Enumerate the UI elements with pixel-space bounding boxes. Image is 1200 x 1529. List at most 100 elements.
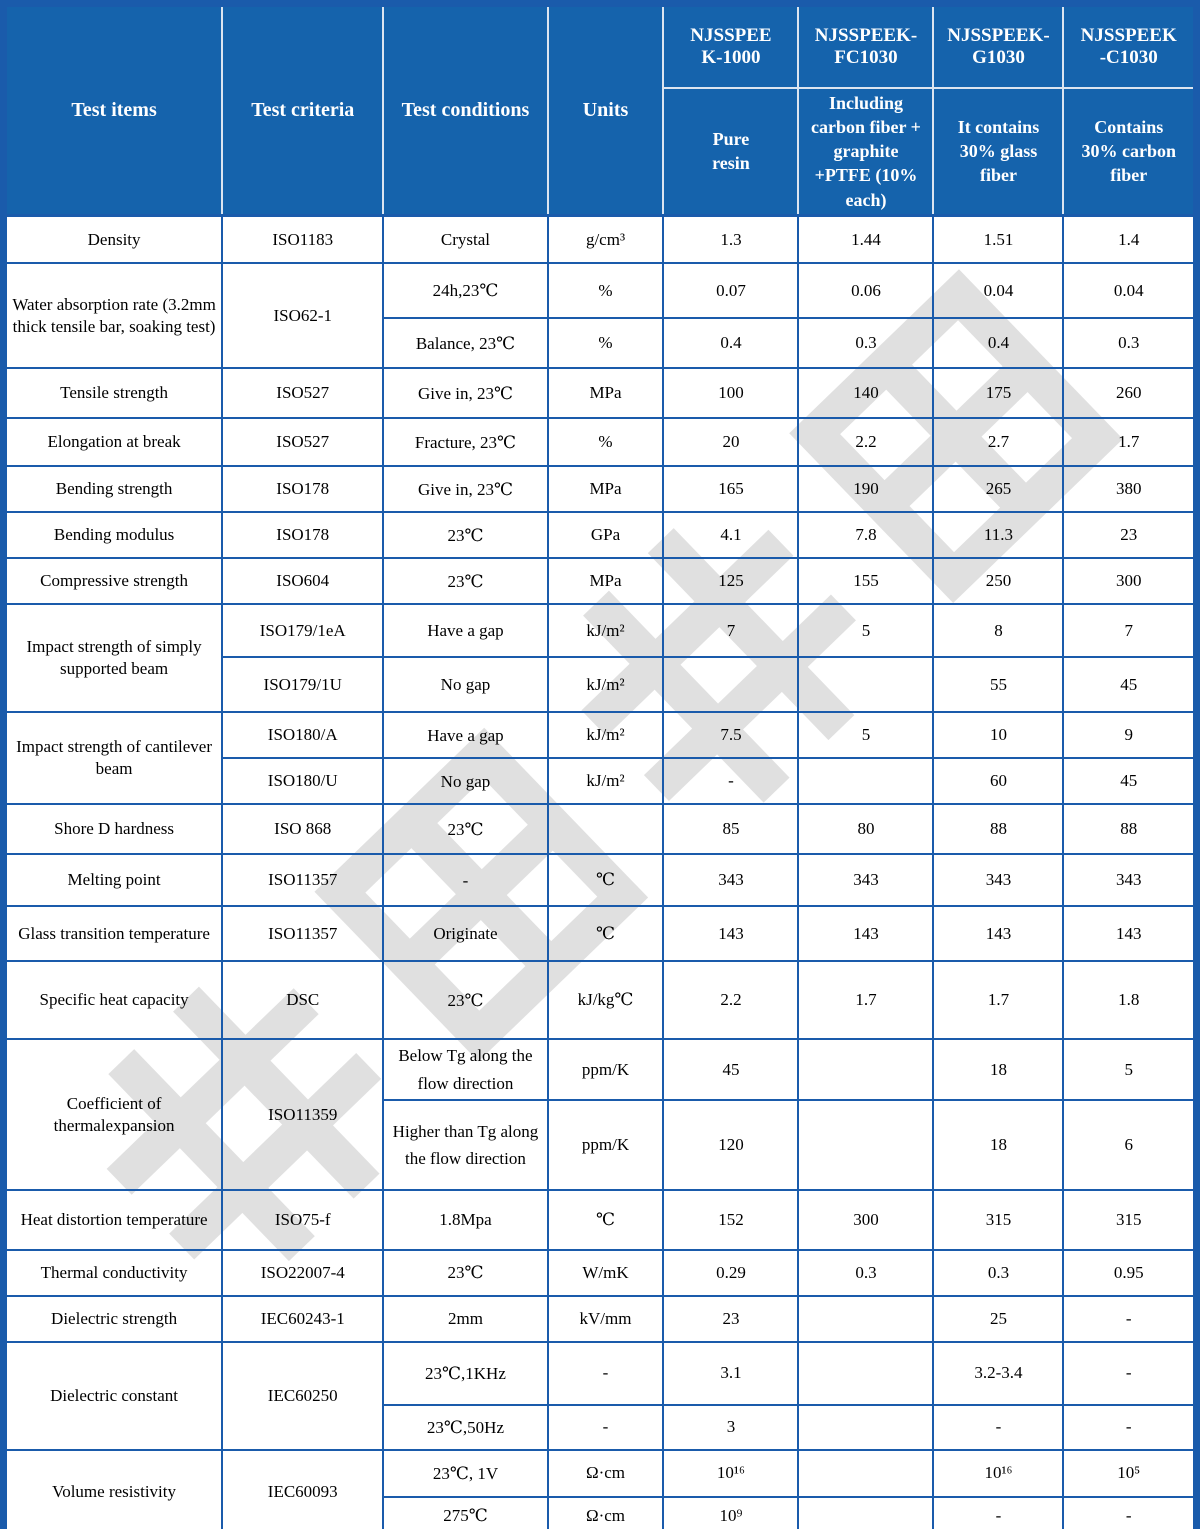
cell-value-0: 45 — [662, 1038, 800, 1101]
cell-unit: g/cm³ — [546, 213, 665, 265]
cell-value-3: 343 — [1062, 853, 1198, 908]
cell-value-1: 300 — [797, 1188, 935, 1251]
cell-test-criteria: ISO75-f — [221, 1188, 385, 1251]
cell-value-2: 143 — [932, 905, 1065, 963]
cell-value-2: 343 — [932, 853, 1065, 908]
cell-test-condition: 23℃ — [382, 960, 549, 1041]
cell-test-item: Impact strength of cantilever beam — [2, 711, 224, 806]
cell-value-0: 85 — [662, 803, 800, 856]
cell-value-0 — [662, 656, 800, 714]
cell-unit: - — [546, 1340, 665, 1406]
cell-value-0: - — [662, 757, 800, 806]
cell-test-criteria: ISO22007-4 — [221, 1248, 385, 1297]
cell-value-2: 18 — [932, 1038, 1065, 1101]
table-row: Balance, 23℃% 0.4 0.3 0.4 0.3 — [4, 317, 1198, 370]
cell-value-3: 45 — [1062, 656, 1198, 714]
cell-value-3: 315 — [1062, 1188, 1198, 1251]
cell-test-item: Melting point — [2, 853, 224, 908]
table-row: Dielectric constant IEC60250 23℃,1KHz -3.1 3… — [2, 1340, 1198, 1451]
cell-value-1: 0.3 — [797, 317, 935, 370]
cell-value-3: - — [1062, 1495, 1198, 1529]
cell-value-2: 265 — [932, 465, 1065, 514]
cell-value-1: 80 — [797, 803, 935, 856]
cell-test-condition: Crystal — [382, 213, 549, 265]
cell-value-0: 100 — [662, 367, 800, 420]
cell-value-1 — [797, 1495, 935, 1529]
cell-unit: % — [546, 317, 665, 370]
cell-value-3: - — [1062, 1294, 1198, 1343]
cell-value-3: - — [1062, 1403, 1198, 1451]
cell-value-0: 23 — [662, 1294, 800, 1343]
table-row: Tensile strength ISO527 Give in, 23℃ MPa 100… — [2, 367, 1198, 420]
header-row-descriptions: Pure resin Including carbon fiber + grap… — [4, 86, 1198, 217]
cell-test-condition: - — [382, 853, 549, 908]
cell-value-0: 0.07 — [662, 262, 800, 320]
cell-test-criteria: IEC60250 — [221, 1340, 385, 1451]
cell-value-0: 152 — [662, 1188, 800, 1251]
cell-test-condition: 275℃ — [382, 1495, 549, 1529]
cell-test-item: Volume resistivity — [2, 1448, 224, 1529]
cell-value-0: 7.5 — [662, 711, 800, 760]
cell-test-item: Bending modulus — [2, 511, 224, 560]
cell-value-3: 1.7 — [1062, 417, 1198, 468]
cell-value-0: 3.1 — [662, 1340, 800, 1406]
cell-value-1: 155 — [797, 557, 935, 606]
header-material-fc1030-desc: Including carbon fiber + graphite +PTFE … — [797, 86, 935, 217]
header-material-k1000: NJSSPEE K-1000 — [662, 2, 800, 89]
cell-value-1: 0.3 — [797, 1248, 935, 1297]
cell-test-criteria: ISO178 — [221, 511, 385, 560]
cell-value-2: 60 — [932, 757, 1065, 806]
cell-test-condition: Have a gap — [382, 711, 549, 760]
table-row: Higher than Tg along the flow direction p… — [4, 1098, 1198, 1191]
cell-value-1: 2.2 — [797, 417, 935, 468]
cell-test-condition: 23℃, 1V — [382, 1448, 549, 1498]
header-test-criteria: Test criteria — [221, 2, 385, 217]
cell-test-criteria: ISO178 — [221, 465, 385, 514]
cell-unit: ℃ — [546, 1188, 665, 1251]
cell-test-criteria: ISO180/U — [221, 757, 385, 806]
cell-test-item: Dielectric constant — [2, 1340, 224, 1451]
cell-value-0: 125 — [662, 557, 800, 606]
cell-test-condition: 23℃ — [382, 1248, 549, 1297]
cell-value-1: 190 — [797, 465, 935, 514]
cell-test-criteria: ISO180/A — [221, 711, 385, 760]
cell-test-criteria: IEC60243-1 — [221, 1294, 385, 1343]
cell-value-0: 343 — [662, 853, 800, 908]
table-row: Glass transition temperature ISO11357 Orig… — [2, 905, 1198, 963]
cell-test-condition: Give in, 23℃ — [382, 465, 549, 514]
cell-value-3: 0.95 — [1062, 1248, 1198, 1297]
cell-test-item: Heat distortion temperature — [2, 1188, 224, 1251]
header-test-items: Test items — [2, 2, 224, 217]
cell-value-1 — [797, 757, 935, 806]
cell-value-3: 7 — [1062, 603, 1198, 659]
table-row: Density ISO1183 Crystal g/cm³ 1.3 1.44 1.51 1.4 — [2, 213, 1198, 265]
header-test-conditions: Test conditions — [382, 2, 549, 217]
cell-value-0: 3 — [662, 1403, 800, 1451]
cell-test-criteria: ISO11359 — [221, 1038, 385, 1191]
cell-value-0: 165 — [662, 465, 800, 514]
cell-value-3: 6 — [1062, 1098, 1198, 1191]
cell-unit: ℃ — [546, 905, 665, 963]
cell-unit: % — [546, 262, 665, 320]
cell-test-condition: 23℃,1KHz — [382, 1340, 549, 1406]
cell-value-2: 2.7 — [932, 417, 1065, 468]
cell-unit: kJ/m² — [546, 711, 665, 760]
cell-value-0: 120 — [662, 1098, 800, 1191]
cell-unit: kV/mm — [546, 1294, 665, 1343]
cell-value-1: 143 — [797, 905, 935, 963]
cell-value-2: 1.51 — [932, 213, 1065, 265]
cell-unit: kJ/kg℃ — [546, 960, 665, 1041]
cell-value-2: 175 — [932, 367, 1065, 420]
cell-value-1 — [797, 656, 935, 714]
cell-value-1: 140 — [797, 367, 935, 420]
table-row: Bending strength ISO178 Give in, 23℃ MPa 165… — [2, 465, 1198, 514]
header-row-names: Test items Test criteria Test conditions… — [2, 2, 1198, 217]
cell-test-condition: Give in, 23℃ — [382, 367, 549, 420]
cell-unit: - — [546, 1403, 665, 1451]
cell-value-2: 11.3 — [932, 511, 1065, 560]
header-material-c1030: NJSSPEEK -C1030 — [1062, 2, 1198, 89]
cell-value-3: 300 — [1062, 557, 1198, 606]
cell-value-2: 0.4 — [932, 317, 1065, 370]
cell-value-2: 10 — [932, 711, 1065, 760]
